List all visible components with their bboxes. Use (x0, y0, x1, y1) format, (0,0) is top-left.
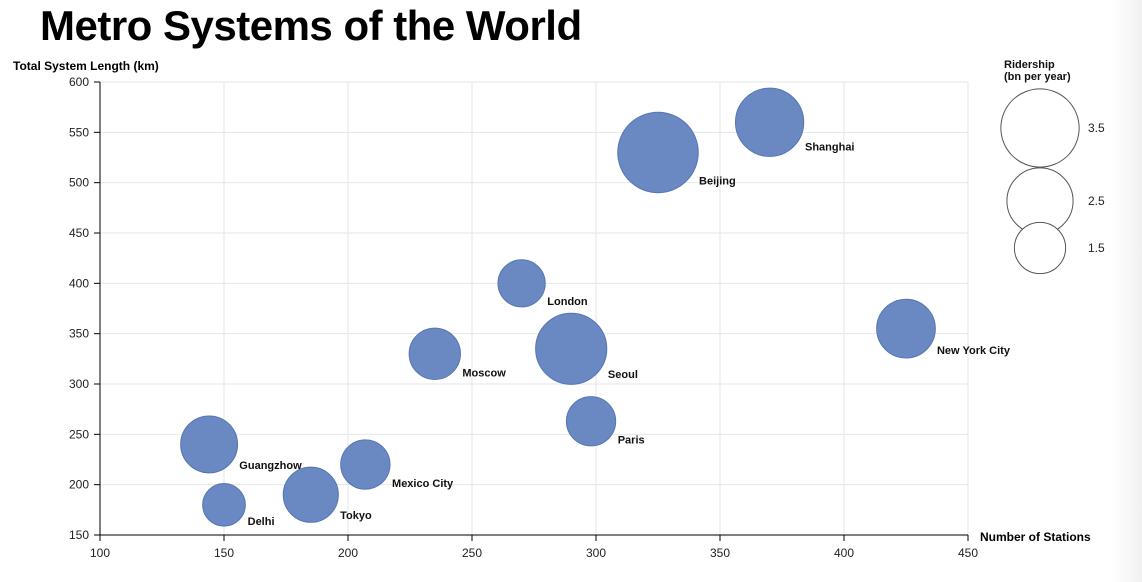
bubble-label: New York City (937, 345, 1011, 357)
bubble-label: Moscow (462, 368, 506, 380)
y-tick-label: 350 (69, 327, 89, 341)
bubble-label: Beijing (699, 175, 736, 187)
y-tick-label: 150 (69, 528, 89, 542)
bubble-label: Mexico City (392, 478, 454, 490)
x-tick-label: 100 (90, 546, 110, 560)
bubble-label: Guangzhow (239, 460, 302, 472)
bubble-new-york-city (876, 298, 936, 359)
legend-size-label: 3.5 (1088, 121, 1105, 135)
y-axis-title: Total System Length (km) (13, 59, 159, 73)
bubble-delhi (202, 482, 246, 527)
bubbles (180, 87, 936, 527)
chart-title: Metro Systems of the World (40, 2, 582, 49)
bubble-mexico-city (340, 439, 391, 490)
y-tick-label: 250 (69, 427, 89, 441)
bubble-shanghai (734, 87, 805, 157)
x-tick-label: 400 (834, 546, 854, 560)
bubble-label: London (547, 296, 588, 308)
legend-size-circle (1000, 88, 1080, 168)
bubble-moscow (408, 327, 461, 380)
bubble-paris (565, 396, 617, 447)
bubble-label: Shanghai (805, 141, 855, 153)
legend-size-circle (1013, 221, 1067, 275)
size-legend: Ridership(bn per year) 3.5 2.5 1.5 (1000, 59, 1105, 275)
bubble-beijing (617, 111, 699, 194)
y-tick-label: 550 (69, 125, 89, 139)
y-tick-label: 600 (69, 75, 89, 89)
bubble-tokyo (282, 466, 339, 523)
x-tick-label: 350 (710, 546, 730, 560)
x-tick-label: 200 (338, 546, 358, 560)
x-tick-label: 450 (958, 546, 978, 560)
x-tick-label: 300 (586, 546, 606, 560)
y-tick-label: 500 (69, 176, 89, 190)
legend-size-label: 2.5 (1088, 194, 1105, 208)
page-edge-shadow (1112, 0, 1142, 582)
y-tick-label: 450 (69, 226, 89, 240)
axes: 100 150 200 250 300 350 400 4501502002503003504… (69, 75, 978, 560)
legend-title-line: Ridership (1004, 59, 1055, 71)
bubble-label: Delhi (248, 516, 275, 528)
x-tick-label: 150 (214, 546, 234, 560)
bubble-guangzhow (180, 415, 239, 474)
bubble-seoul (535, 312, 608, 385)
y-tick-label: 400 (69, 276, 89, 290)
legend-size-label: 1.5 (1088, 241, 1105, 255)
y-tick-label: 300 (69, 377, 89, 391)
bubble-label: Paris (618, 435, 645, 447)
bubble-labels: Beijing Shanghai London New York City Seoul M… (239, 141, 1011, 528)
y-tick-label: 200 (69, 478, 89, 492)
bubble-label: Seoul (608, 369, 638, 381)
bubble-label: Tokyo (340, 510, 372, 522)
bubble-london (497, 259, 546, 308)
legend-title-line: (bn per year) (1004, 71, 1071, 83)
x-tick-label: 250 (462, 546, 482, 560)
x-axis-title: Number of Stations (980, 530, 1091, 544)
